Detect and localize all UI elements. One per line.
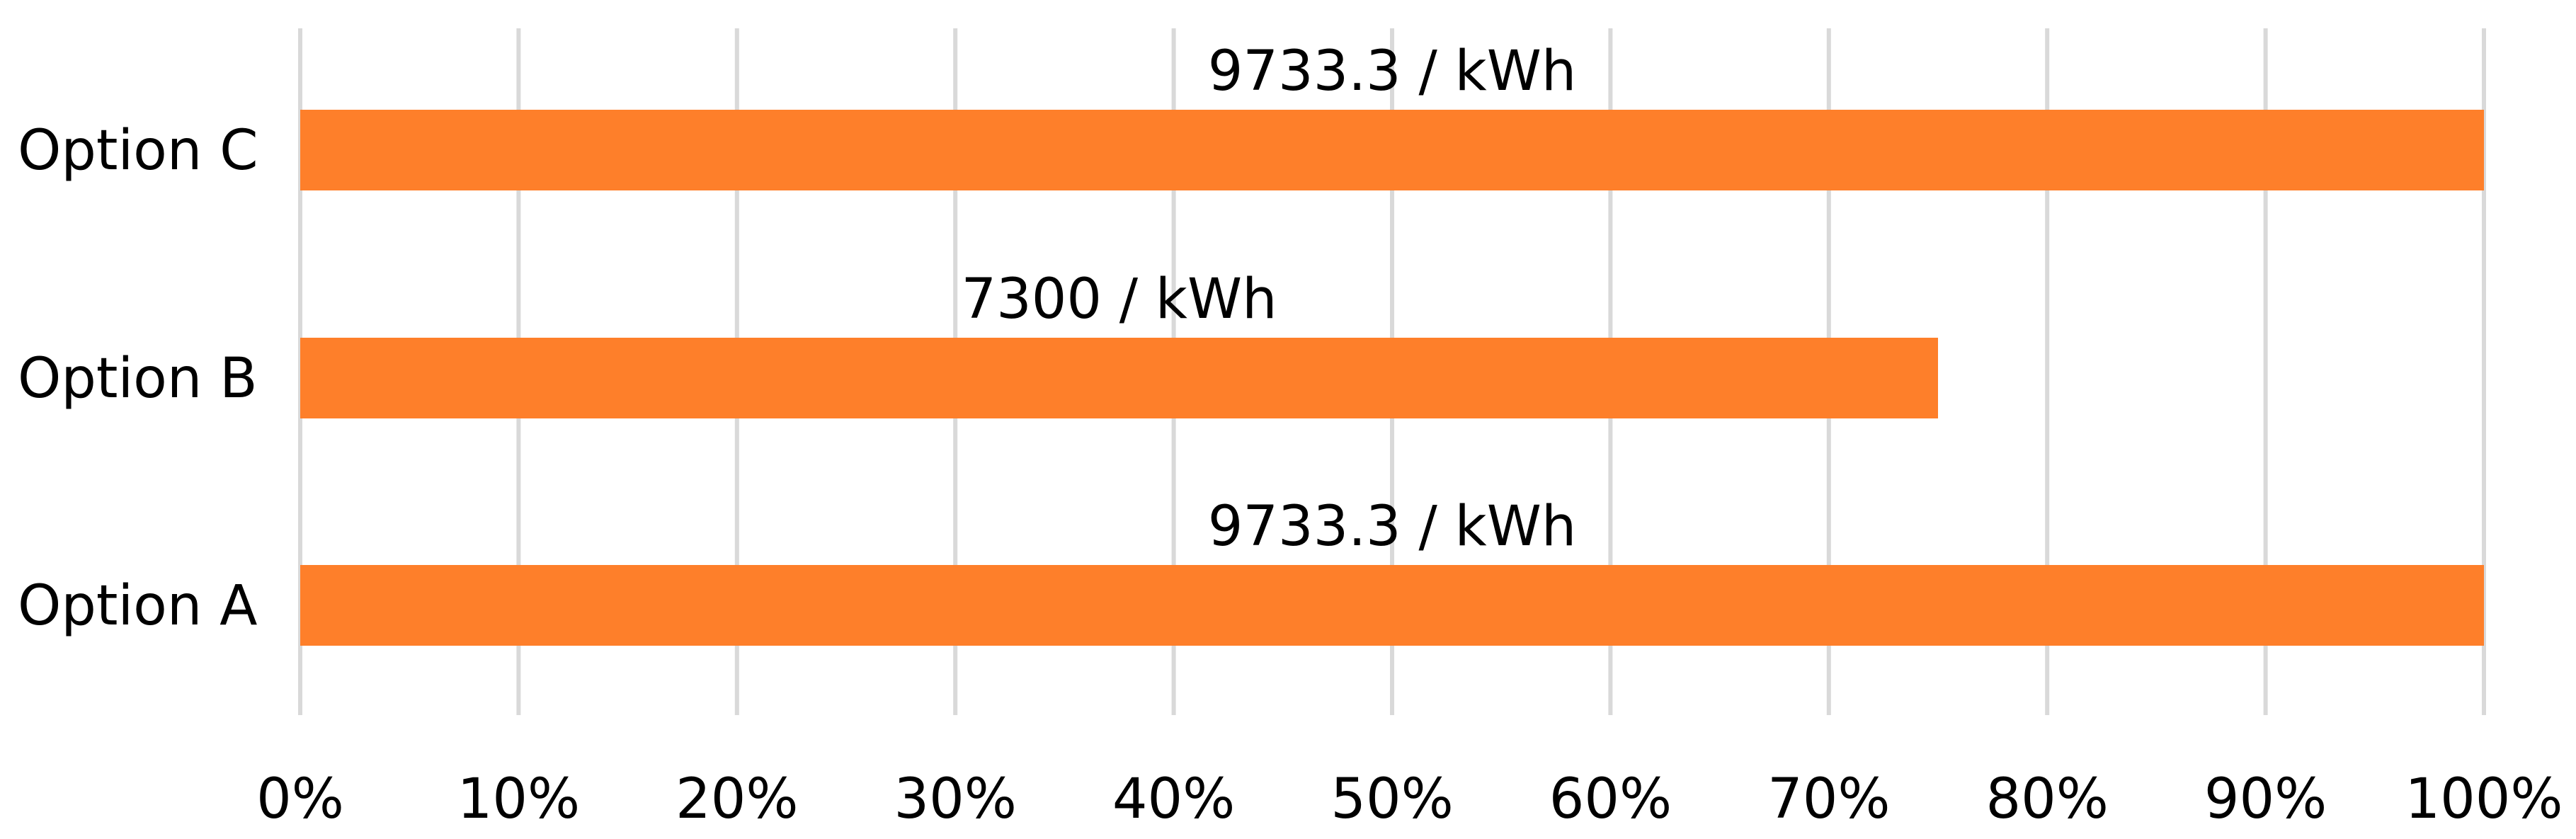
data-label: 7300 / kWh xyxy=(961,268,1277,331)
category-label: Option B xyxy=(18,347,258,411)
x-tick-label: 50% xyxy=(1330,767,1453,831)
bar xyxy=(300,338,1938,418)
x-tick-label: 40% xyxy=(1112,767,1235,831)
x-axis-tick-labels: 0% 10% 20% 30% 40% 50% 60% 70% 80% 90% 100% xyxy=(256,767,2563,831)
x-tick-label: 90% xyxy=(2204,767,2327,831)
x-tick-label: 70% xyxy=(1767,767,1890,831)
category-labels: Option A Option B Option C xyxy=(18,119,258,638)
category-label: Option A xyxy=(18,574,257,638)
x-tick-label: 20% xyxy=(676,767,798,831)
x-tick-label: 80% xyxy=(1986,767,2109,831)
x-tick-label: 10% xyxy=(457,767,580,831)
bars xyxy=(300,110,2484,646)
x-tick-label: 100% xyxy=(2405,767,2563,831)
x-tick-label: 30% xyxy=(894,767,1017,831)
x-tick-label: 0% xyxy=(256,767,344,831)
x-tick-label: 60% xyxy=(1549,767,1672,831)
bar xyxy=(300,110,2484,190)
data-labels: 9733.3 / kWh 7300 / kWh 9733.3 / kWh xyxy=(961,40,1576,559)
bar xyxy=(300,565,2484,646)
data-label: 9733.3 / kWh xyxy=(1208,40,1577,103)
category-label: Option C xyxy=(18,119,258,183)
data-label: 9733.3 / kWh xyxy=(1208,495,1577,559)
